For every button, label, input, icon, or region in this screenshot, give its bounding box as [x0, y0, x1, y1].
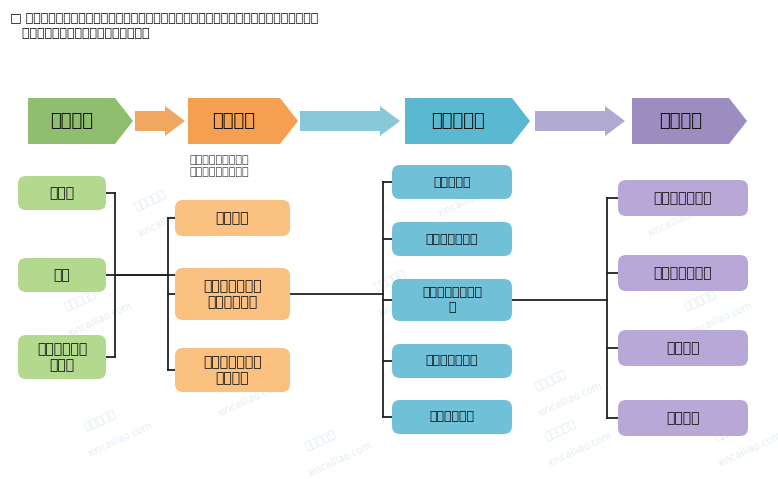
- Text: xincailiao.com: xincailiao.com: [307, 441, 373, 479]
- Text: xincailiao.com: xincailiao.com: [717, 431, 778, 469]
- Text: xincailiao.com: xincailiao.com: [216, 381, 284, 419]
- Polygon shape: [632, 98, 747, 144]
- Text: 石英砂: 石英砂: [50, 186, 75, 200]
- Text: 下游应用: 下游应用: [659, 112, 702, 130]
- FancyBboxPatch shape: [618, 330, 748, 366]
- Text: 浮法玻璃: 浮法玻璃: [212, 112, 255, 130]
- Text: 低辐射镀膜玻璃: 低辐射镀膜玻璃: [426, 232, 478, 246]
- Polygon shape: [188, 98, 298, 144]
- Polygon shape: [28, 98, 133, 144]
- Text: 新材料在线: 新材料在线: [683, 288, 717, 311]
- FancyBboxPatch shape: [618, 400, 748, 436]
- Text: 镀膜光伏玻璃: 镀膜光伏玻璃: [429, 411, 475, 423]
- Text: 玻璃深加工: 玻璃深加工: [432, 112, 485, 130]
- Polygon shape: [535, 106, 625, 136]
- Text: 光伏等光电领域: 光伏等光电领域: [654, 266, 713, 280]
- Text: 石油焦、重油
等燃料: 石油焦、重油 等燃料: [37, 342, 87, 372]
- FancyBboxPatch shape: [618, 180, 748, 216]
- FancyBboxPatch shape: [392, 222, 512, 256]
- Text: 新材料在线: 新材料在线: [133, 188, 167, 212]
- FancyBboxPatch shape: [392, 165, 512, 199]
- Text: 新材料在线: 新材料在线: [433, 169, 467, 192]
- Text: xincailiao.com: xincailiao.com: [546, 431, 614, 469]
- Text: 汽车领域: 汽车领域: [666, 341, 699, 355]
- Text: xincailiao.com: xincailiao.com: [86, 421, 154, 459]
- Polygon shape: [135, 106, 185, 136]
- Text: xincailiao.com: xincailiao.com: [686, 301, 754, 339]
- Polygon shape: [405, 98, 530, 144]
- Text: xincailiao.com: xincailiao.com: [536, 381, 604, 419]
- Text: 热反射玻璃: 热反射玻璃: [433, 175, 471, 189]
- Text: 纯算: 纯算: [54, 268, 70, 282]
- FancyBboxPatch shape: [392, 400, 512, 434]
- FancyBboxPatch shape: [18, 176, 106, 210]
- Text: 透明导电膜玻璃: 透明导电膜玻璃: [426, 354, 478, 367]
- Text: 新材料在线: 新材料在线: [533, 368, 567, 391]
- Text: 电子领域: 电子领域: [666, 411, 699, 425]
- Text: xincailiao.com: xincailiao.com: [436, 181, 504, 219]
- FancyBboxPatch shape: [175, 348, 290, 392]
- Text: 新材料在线: 新材料在线: [83, 409, 117, 432]
- Text: 双銀低辐射镀膜玻
璃: 双銀低辐射镀膜玻 璃: [422, 286, 482, 314]
- FancyBboxPatch shape: [392, 344, 512, 378]
- Text: xincailiao.com: xincailiao.com: [647, 201, 713, 240]
- Text: 新材料在线: 新材料在线: [713, 419, 747, 442]
- FancyBboxPatch shape: [175, 200, 290, 236]
- Text: 真空蒸发镀膜等
制备工艺: 真空蒸发镀膜等 制备工艺: [203, 355, 262, 385]
- FancyBboxPatch shape: [618, 255, 748, 291]
- Text: 新材料在线: 新材料在线: [213, 368, 247, 391]
- Text: □ 镀膜玻璃产业链上游主要为玻璃的各种原材料和燃料，中游为各种类别的镀膜玻璃，下游
   主要应用在建筑、汽车和太阳能领域。: □ 镀膜玻璃产业链上游主要为玻璃的各种原材料和燃料，中游为各种类别的镀膜玻璃，下…: [10, 12, 318, 40]
- FancyBboxPatch shape: [175, 268, 290, 320]
- Text: xincailiao.com: xincailiao.com: [136, 201, 204, 240]
- Text: 幕墙等建筑行业: 幕墙等建筑行业: [654, 191, 713, 205]
- Text: 注：浮法工艺当前为
平板玻璃的主流工艺: 注：浮法工艺当前为 平板玻璃的主流工艺: [190, 155, 250, 177]
- FancyBboxPatch shape: [18, 335, 106, 379]
- Text: 新材料在线: 新材料在线: [373, 268, 407, 292]
- Text: 新材料在线: 新材料在线: [543, 419, 577, 442]
- FancyBboxPatch shape: [18, 258, 106, 292]
- Text: xincailiao.com: xincailiao.com: [66, 301, 134, 339]
- Text: 金属或金属氧化
物等辅助原料: 金属或金属氧化 物等辅助原料: [203, 279, 262, 309]
- Text: 新材料在线: 新材料在线: [63, 288, 97, 311]
- FancyBboxPatch shape: [392, 279, 512, 321]
- Text: 平板玻璃: 平板玻璃: [216, 211, 249, 225]
- Text: 上游原料: 上游原料: [50, 112, 93, 130]
- Text: xincailiao.com: xincailiao.com: [377, 281, 443, 319]
- Polygon shape: [300, 106, 400, 136]
- Text: 新材料在线: 新材料在线: [643, 188, 677, 212]
- Text: 新材料在线: 新材料在线: [303, 429, 337, 452]
